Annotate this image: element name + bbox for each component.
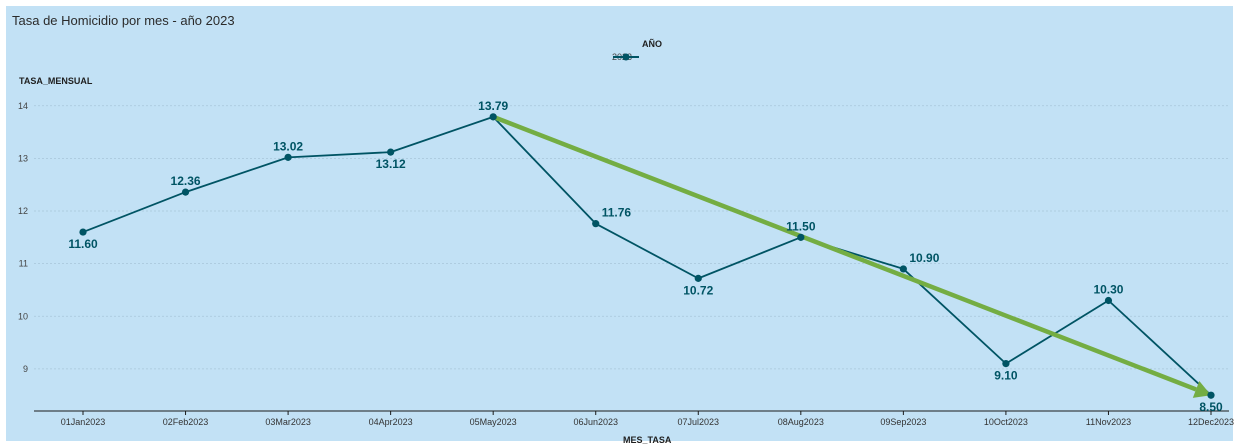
x-tick-label: 01Jan2023 <box>61 417 106 427</box>
x-axis-ticks: 01Jan2023 02Feb2023 03Mar2023 04Apr2023 05Ma… <box>61 411 1234 427</box>
data-point <box>387 148 394 155</box>
data-point <box>695 275 702 282</box>
data-label: 9.10 <box>994 369 1018 383</box>
x-tick-label: 11Nov2023 <box>1086 417 1131 427</box>
data-point <box>592 220 599 227</box>
y-tick-label: 13 <box>18 153 28 163</box>
x-tick-label: 03Mar2023 <box>265 417 311 427</box>
data-label: 10.30 <box>1093 282 1123 296</box>
x-tick-label: 07Jul2023 <box>677 417 719 427</box>
x-tick-label: 08Aug2023 <box>778 417 824 427</box>
data-point <box>182 188 189 195</box>
x-tick-label: 09Sep2023 <box>880 417 926 427</box>
data-point <box>797 234 804 241</box>
x-tick-label: 05May2023 <box>470 417 517 427</box>
data-label: 10.72 <box>683 283 713 297</box>
x-tick-label: 04Apr2023 <box>369 417 413 427</box>
data-label: 11.76 <box>602 206 632 220</box>
data-label: 12.36 <box>171 174 201 188</box>
x-tick-label: 10Oct2023 <box>984 417 1028 427</box>
data-label: 13.02 <box>273 139 303 153</box>
x-tick-label: 06Jun2023 <box>573 417 618 427</box>
data-point <box>900 265 907 272</box>
data-point <box>1002 360 1009 367</box>
y-tick-label: 9 <box>23 364 28 374</box>
data-label: 8.50 <box>1199 400 1223 414</box>
data-label: 11.60 <box>68 237 98 251</box>
data-point <box>490 113 497 120</box>
data-label: 11.50 <box>786 219 816 233</box>
trend-arrow-shaft <box>493 117 1196 390</box>
y-tick-label: 12 <box>18 206 28 216</box>
data-point <box>79 228 86 235</box>
data-point <box>284 154 291 161</box>
data-point <box>1207 392 1214 399</box>
data-label: 13.12 <box>376 157 406 171</box>
data-point <box>1105 297 1112 304</box>
y-tick-label: 11 <box>19 259 28 269</box>
y-tick-label: 14 <box>18 101 28 111</box>
x-tick-label: 12Dec2023 <box>1188 417 1234 427</box>
data-label: 10.90 <box>909 251 939 265</box>
x-tick-label: 02Feb2023 <box>163 417 209 427</box>
data-label: 13.79 <box>478 99 508 113</box>
y-tick-label: 10 <box>18 311 28 321</box>
